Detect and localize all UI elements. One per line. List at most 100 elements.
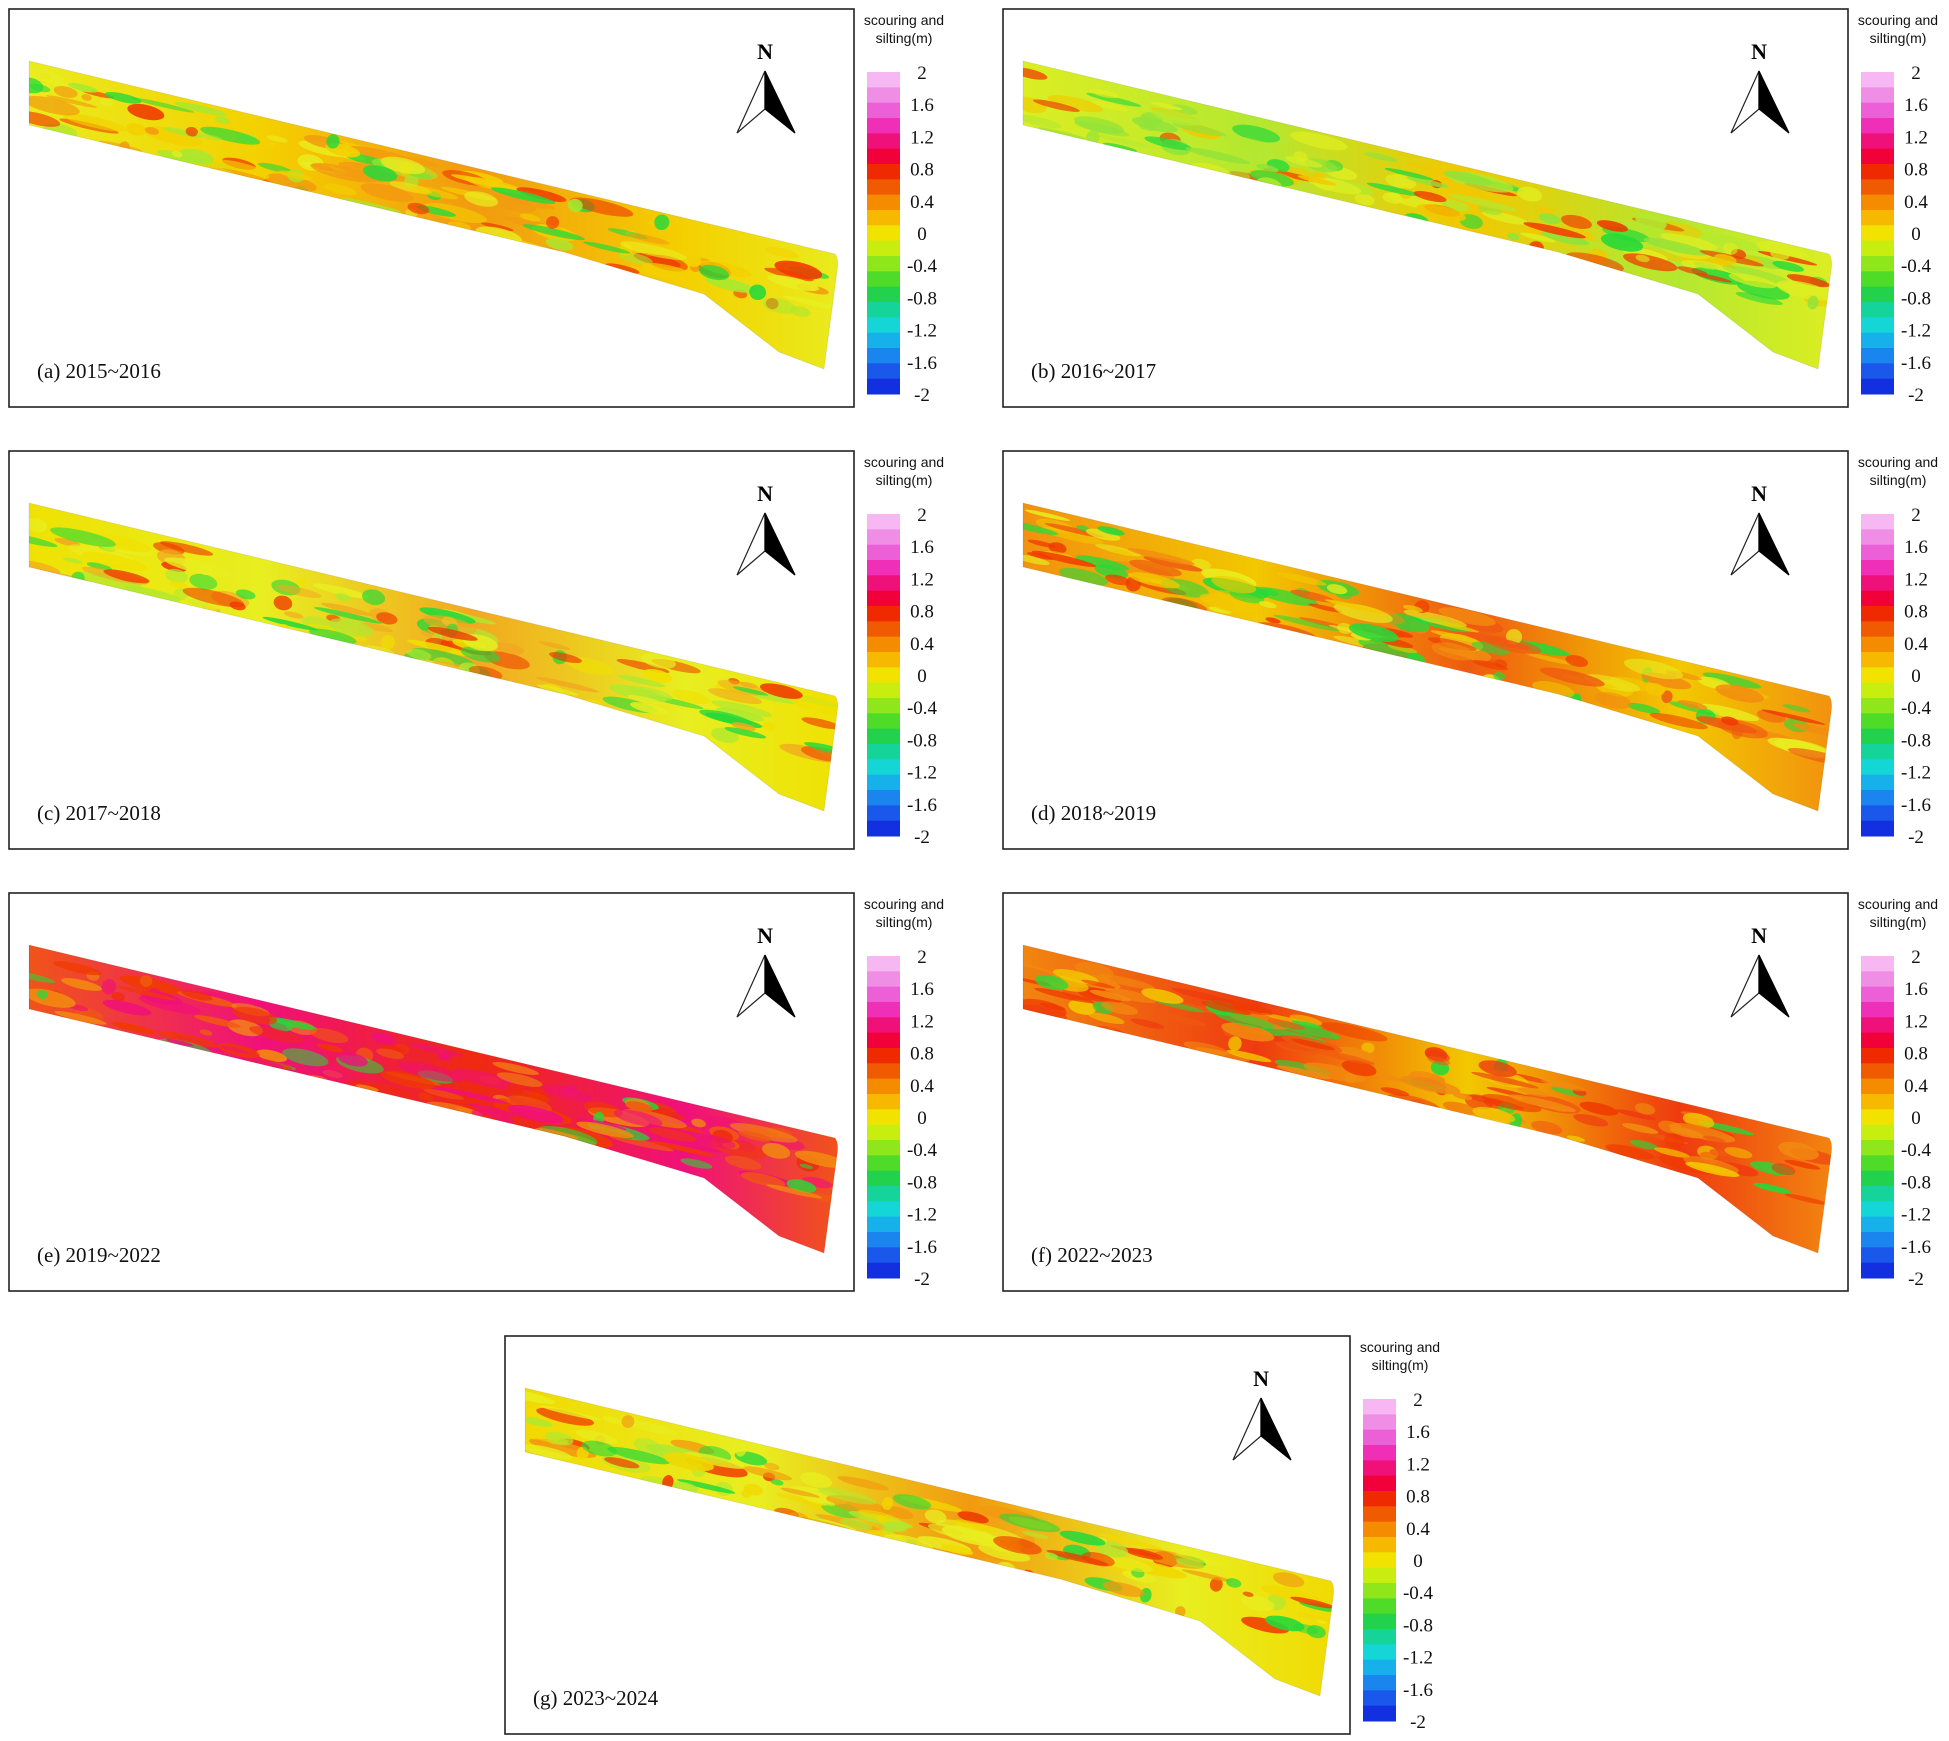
legend-swatch <box>1861 286 1894 303</box>
legend-title-line2: silting(m) <box>1870 472 1927 488</box>
legend-tick-label: 1.6 <box>910 537 934 558</box>
legend-tick-label: 1.6 <box>1904 95 1928 116</box>
legend-swatch <box>1861 102 1894 119</box>
legend-tick-label: -1.6 <box>907 795 937 816</box>
legend-tick-label: -0.4 <box>907 256 938 277</box>
legend-swatch <box>867 1048 900 1064</box>
legend-swatch <box>1861 956 1894 972</box>
legend-tick-label: 1.2 <box>1406 1454 1430 1475</box>
legend-tick-label: 1.2 <box>910 127 934 148</box>
legend-tick-label: -1.6 <box>1901 795 1931 816</box>
legend-swatch <box>867 713 900 730</box>
legend-swatch <box>867 240 900 257</box>
legend-tick-label: -2 <box>1908 385 1924 406</box>
legend-tick-label: 2 <box>1413 1390 1423 1411</box>
legend-swatch <box>867 1201 900 1218</box>
legend-tick-label: 0.4 <box>910 192 934 213</box>
legend-tick-label: -1.6 <box>907 1237 937 1258</box>
legend-swatch <box>1861 1078 1894 1095</box>
legend-swatch <box>1363 1414 1396 1431</box>
legend-tick-label: 0.8 <box>1904 1044 1928 1065</box>
legend-swatch <box>1861 606 1894 622</box>
legend-swatch <box>1861 1017 1894 1034</box>
legend-swatch <box>867 790 900 806</box>
legend-swatch <box>1363 1583 1396 1599</box>
legend-swatch <box>867 72 900 88</box>
north-label: N <box>757 39 773 64</box>
legend-swatch <box>1861 210 1894 226</box>
legend-swatch <box>1861 682 1894 699</box>
legend-swatch <box>1363 1659 1396 1676</box>
legend-swatch <box>867 682 900 699</box>
legend-swatch <box>1861 652 1894 668</box>
legend-tick-label: 2 <box>1911 947 1921 968</box>
legend-swatch <box>867 986 900 1003</box>
legend-tick-label: 0 <box>917 666 927 687</box>
legend-title-line2: silting(m) <box>876 30 933 46</box>
north-label: N <box>1751 923 1767 948</box>
legend-swatch <box>867 302 900 318</box>
legend-swatch <box>867 133 900 150</box>
legend-swatch <box>867 971 900 988</box>
legend-tick-label: 0 <box>1911 224 1921 245</box>
legend-tick-label: 1.6 <box>910 979 934 1000</box>
legend-swatch <box>1861 1262 1894 1279</box>
legend-tick-label: 0.4 <box>910 1076 934 1097</box>
legend-swatch <box>867 1032 900 1049</box>
legend-tick-label: 0 <box>1911 666 1921 687</box>
legend-swatch <box>1363 1460 1396 1477</box>
legend-swatch <box>867 271 900 288</box>
legend-swatch <box>867 1247 900 1264</box>
legend-tick-label: -0.8 <box>907 730 937 751</box>
legend-swatch <box>867 1078 900 1095</box>
legend-swatch <box>867 744 900 760</box>
legend-swatch <box>1861 240 1894 257</box>
legend-tick-label: -1.6 <box>907 353 937 374</box>
legend-swatch <box>1363 1552 1396 1569</box>
legend-tick-label: -0.8 <box>1901 288 1931 309</box>
legend-swatch <box>867 363 900 380</box>
legend-tick-label: 1.6 <box>1904 979 1928 1000</box>
legend-swatch <box>1861 378 1894 395</box>
legend-swatch <box>867 575 900 592</box>
legend-swatch <box>867 1063 900 1080</box>
legend-tick-label: 2 <box>1911 63 1921 84</box>
legend-swatch <box>1861 72 1894 88</box>
legend-swatch <box>1861 1124 1894 1141</box>
legend-swatch <box>867 774 900 791</box>
legend-swatch <box>867 164 900 180</box>
legend-title-line1: scouring and <box>864 12 944 28</box>
legend-tick-label: 1.2 <box>910 1011 934 1032</box>
legend-swatch <box>867 317 900 334</box>
legend-swatch <box>1861 636 1894 653</box>
legend-swatch <box>867 560 900 576</box>
legend-title-line2: silting(m) <box>1372 1357 1429 1373</box>
legend-swatch <box>1861 1155 1894 1172</box>
legend-swatch <box>1861 1002 1894 1018</box>
legend-swatch <box>867 179 900 196</box>
legend-tick-label: -0.4 <box>1901 698 1932 719</box>
legend-swatch <box>867 87 900 104</box>
legend-swatch <box>1363 1705 1396 1722</box>
legend-title-line2: silting(m) <box>876 472 933 488</box>
legend-swatch <box>1861 1232 1894 1248</box>
legend-swatch <box>1861 348 1894 364</box>
legend-tick-label: 2 <box>917 63 927 84</box>
legend-swatch <box>867 514 900 530</box>
legend-tick-label: -2 <box>1410 1712 1426 1733</box>
legend-swatch <box>867 1002 900 1018</box>
legend-swatch <box>867 820 900 837</box>
legend-swatch <box>1861 790 1894 806</box>
panel-label: (g) 2023~2024 <box>533 1686 659 1710</box>
legend-title-line2: silting(m) <box>1870 914 1927 930</box>
legend-swatch <box>1861 1216 1894 1233</box>
legend-tick-label: -0.4 <box>907 698 938 719</box>
legend-swatch <box>1861 698 1894 714</box>
legend-swatch <box>1861 621 1894 638</box>
legend-swatch <box>1861 575 1894 592</box>
legend-swatch <box>867 102 900 119</box>
legend-tick-label: 0.8 <box>910 160 934 181</box>
legend-swatch <box>1363 1537 1396 1553</box>
